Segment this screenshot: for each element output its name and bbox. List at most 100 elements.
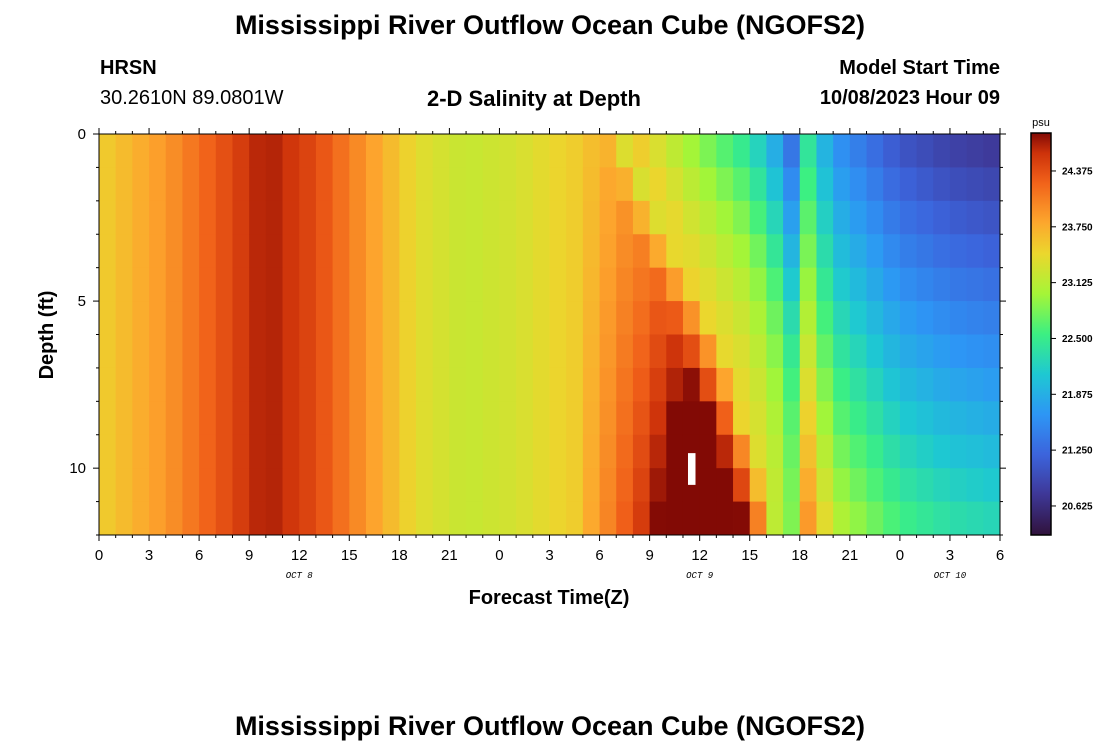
heatmap-cell [182,234,200,269]
heatmap-cell [716,401,734,436]
heatmap-cell [199,167,217,202]
heatmap-cell [966,401,984,436]
heatmap-cell [466,468,484,502]
heatmap-cell [582,501,600,536]
heatmap-cell [616,301,634,335]
heatmap-cell [566,334,584,369]
heatmap-cell [382,200,400,235]
heatmap-cell [99,401,117,436]
x-tick-label: 18 [391,547,408,564]
heatmap-cell [365,267,384,302]
heatmap-cell [783,301,801,335]
heatmap-cell [299,267,317,302]
heatmap-cell [883,167,901,202]
heatmap-cell [883,301,901,335]
station-id: HRSN [100,57,157,79]
heatmap-cell [749,334,767,369]
heatmap-cell [899,200,917,235]
heatmap-cell [816,434,834,469]
heatmap-cell [833,334,851,369]
heatmap-cell [816,267,834,302]
y-tick-label: 0 [78,126,86,143]
heatmap-cell [632,367,651,402]
heatmap-cell [365,434,384,469]
heatmap-cell [666,501,684,536]
heatmap-cell [632,401,651,436]
heatmap-cell [783,367,801,402]
heatmap-cell [649,501,667,536]
x-tick-label: 6 [996,547,1004,564]
heatmap-cell [916,434,934,469]
heatmap-cell [432,301,450,335]
heatmap-cell [582,267,600,302]
heatmap-cell [549,434,567,469]
heatmap-cell [432,434,450,469]
heatmap-cell [349,301,367,335]
heatmap-cell [215,167,233,202]
heatmap-cell [165,134,183,168]
heatmap-cell [699,501,717,536]
heatmap-cell [232,367,250,402]
heatmap-cell [899,501,917,536]
heatmap-cell [616,134,634,168]
heatmap-cell [899,434,917,469]
heatmap-cell [249,234,267,269]
heatmap-cell [682,267,701,302]
heatmap-cell [199,434,217,469]
y-axis: 0 5 10 [69,126,1006,536]
heatmap-cell [516,367,534,402]
heatmap-cell [149,367,167,402]
heatmap-cell [549,468,567,502]
heatmap-cell [566,167,584,202]
heatmap-cell [299,434,317,469]
heatmap-cell [165,434,183,469]
heatmap-cell [516,434,534,469]
heatmap-cell [983,434,1001,469]
heatmap-cell [165,301,183,335]
heatmap-cell [883,401,901,436]
heatmap-cell [132,401,150,436]
y-axis-title: Depth (ft) [36,291,58,380]
heatmap-cell [349,234,367,269]
heatmap-cell [99,234,117,269]
x-tick-label: 12 [691,547,708,564]
heatmap-cell [983,134,1001,168]
heatmap-cell [966,200,984,235]
heatmap-cell [282,267,300,302]
heatmap-cell [682,134,701,168]
heatmap-cell [666,200,684,235]
heatmap-cell [833,167,851,202]
heatmap-cell [833,434,851,469]
heatmap-cell [382,267,400,302]
heatmap-cell [532,200,550,235]
heatmap-cell [566,200,584,235]
heatmap-cell [215,134,233,168]
heatmap-cell [699,367,717,402]
heatmap-cell [766,200,784,235]
heatmap-cell [582,301,600,335]
heatmap-cell [432,401,450,436]
heatmap-cell [716,301,734,335]
heatmap-cell [949,267,968,302]
heatmap-cell [666,167,684,202]
heatmap-cell [666,234,684,269]
heatmap-cell [115,267,133,302]
heatmap-cell [733,134,751,168]
heatmap-cell [315,134,333,168]
heatmap-cell [766,367,784,402]
heatmap-cell [149,200,167,235]
station-coords: 30.2610N 89.0801W [100,87,284,109]
heatmap-cell [799,134,817,168]
heatmap-cell [99,334,117,369]
heatmap-cell [482,468,500,502]
heatmap-cell [199,134,217,168]
x-tick-label: 21 [441,547,458,564]
heatmap-cell [582,200,600,235]
heatmap-cell [449,301,467,335]
heatmap-cell [232,234,250,269]
heatmap-cell [749,267,767,302]
heatmap-cell [849,200,867,235]
heatmap-cell [332,267,350,302]
heatmap-cell [466,267,484,302]
heatmap-cell [332,334,350,369]
